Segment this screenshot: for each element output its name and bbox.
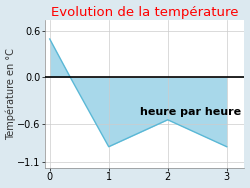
Title: Evolution de la température: Evolution de la température [51,6,238,19]
Y-axis label: Température en °C: Température en °C [6,48,16,140]
Text: heure par heure: heure par heure [140,107,241,117]
